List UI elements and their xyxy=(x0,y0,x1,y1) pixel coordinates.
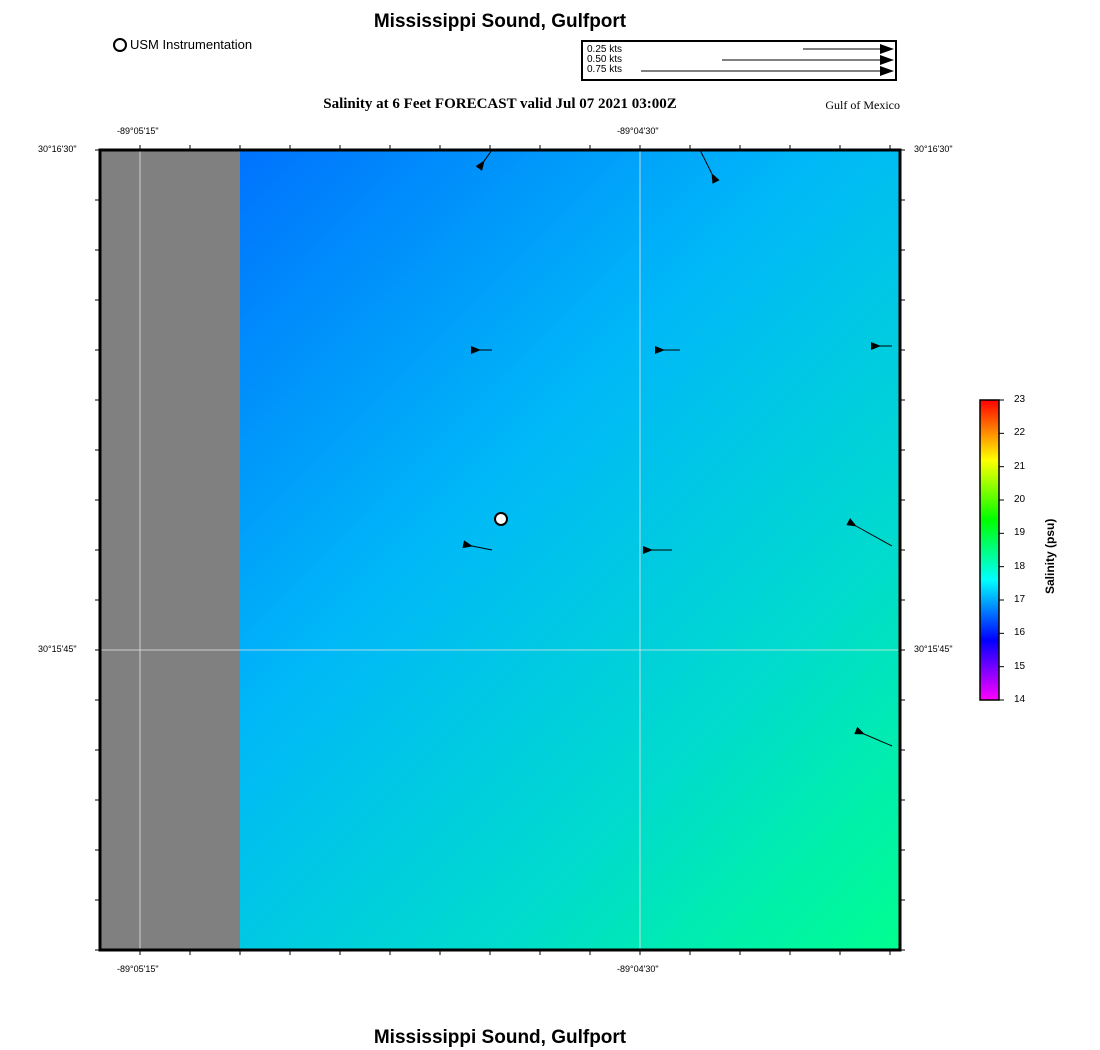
colorbar-tick-label: 14 xyxy=(1014,694,1026,705)
forecast-subtitle: Salinity at 6 Feet FORECAST valid Jul 07… xyxy=(323,96,677,112)
footer-title: Mississippi Sound, Gulfport xyxy=(373,1027,627,1048)
lon-label-bottom-1: -89°05'15" xyxy=(117,964,159,974)
page-title: Mississippi Sound, Gulfport xyxy=(373,11,627,32)
scale-label-075: 0.75 kts xyxy=(587,64,623,75)
current-scale-legend: 0.25 kts 0.50 kts 0.75 kts xyxy=(581,40,897,81)
lat-label-left-2: 30°15'45" xyxy=(38,644,77,654)
colorbar-tick-label: 23 xyxy=(1014,394,1026,405)
colorbar-tick-label: 19 xyxy=(1014,527,1026,539)
colorbar-tick-label: 18 xyxy=(1014,560,1026,572)
colorbar-tick-label: 20 xyxy=(1014,494,1026,505)
current-arrow-9 xyxy=(854,726,893,747)
current-arrow-6 xyxy=(462,540,493,551)
colorbar-tick-label: 15 xyxy=(1014,660,1026,672)
current-arrow-2 xyxy=(699,149,720,184)
frame-ticks xyxy=(95,145,905,955)
scale-label-025: 0.25 kts xyxy=(587,44,623,55)
colorbar-tick-label: 17 xyxy=(1014,594,1026,605)
current-arrow-1 xyxy=(475,149,493,171)
usm-legend: USM Instrumentation xyxy=(113,37,252,52)
colorbar-tick-label: 16 xyxy=(1014,627,1026,639)
current-arrows xyxy=(462,149,893,747)
lat-label-right-2: 30°15'45" xyxy=(914,644,953,654)
land-area xyxy=(100,150,240,950)
scale-label-050: 0.50 kts xyxy=(587,54,623,65)
lon-label-bottom-2: -89°04'30" xyxy=(617,964,659,974)
current-arrow-8 xyxy=(846,518,893,547)
lat-label-right-1: 30°16'30" xyxy=(914,144,953,154)
usm-instrument-marker[interactable] xyxy=(494,512,508,526)
colorbar-tick-label: 22 xyxy=(1014,427,1026,439)
instrument-marker-icon xyxy=(113,37,127,52)
colorbar-tick-label: 21 xyxy=(1014,460,1026,472)
colorbar-ticks xyxy=(999,399,1004,701)
usm-legend-label: USM Instrumentation xyxy=(130,37,253,52)
lon-label-top-1: -89°05'15" xyxy=(117,126,159,136)
colorbar xyxy=(979,399,1000,701)
colorbar-label: Salinity (psu) xyxy=(1043,518,1057,594)
region-label: Gulf of Mexico xyxy=(825,98,900,112)
lat-label-left-1: 30°16'30" xyxy=(38,144,77,154)
lon-label-top-2: -89°04'30" xyxy=(617,126,659,136)
